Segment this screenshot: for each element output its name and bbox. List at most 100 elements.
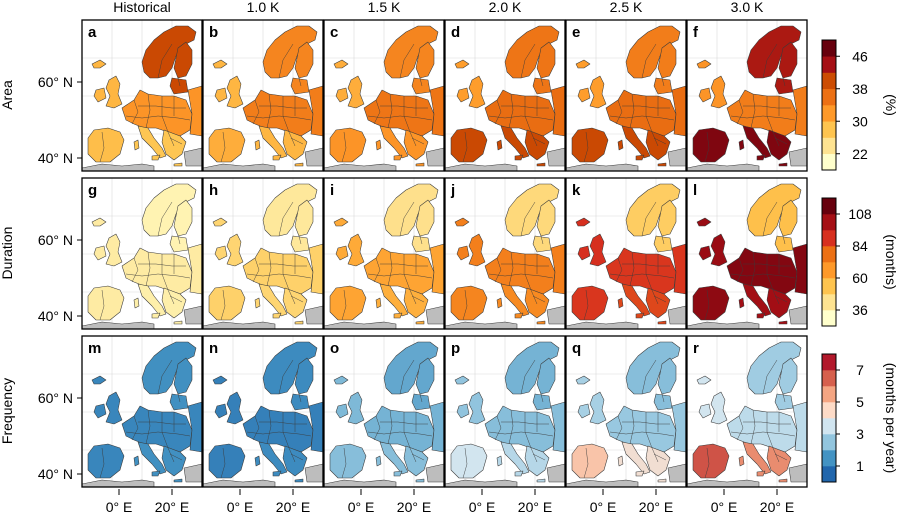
- country-border: [259, 105, 307, 109]
- region-balkans: [645, 287, 671, 319]
- lon-tick-label: 0° E: [227, 499, 254, 515]
- colorbar-unit-label: (%): [883, 94, 899, 116]
- country-border: [167, 131, 175, 147]
- panel-label: a: [88, 24, 97, 41]
- region-baltic: [169, 393, 189, 411]
- country-border: [169, 453, 183, 461]
- region-africa: [687, 479, 760, 487]
- lat-tick-label: 60° N: [38, 74, 73, 90]
- region-baltic: [290, 393, 310, 411]
- region-turkey: [425, 463, 444, 483]
- panel-frame: [686, 19, 808, 172]
- region-italy: [258, 441, 288, 475]
- country-border: [157, 43, 173, 79]
- country-border: [609, 273, 675, 279]
- country-border: [540, 77, 544, 87]
- region-italy: [621, 441, 651, 475]
- region-east: [187, 401, 202, 453]
- region-balkans: [403, 445, 429, 477]
- map-panel-f: f: [686, 19, 808, 172]
- region-iberia: [571, 285, 609, 321]
- region-ireland: [456, 87, 470, 103]
- country-border: [399, 43, 415, 79]
- country-border: [772, 131, 780, 147]
- column-header: 1.0 K: [247, 0, 280, 15]
- country-border: [462, 447, 468, 479]
- country-border: [99, 289, 105, 321]
- region-uk: [347, 391, 365, 425]
- region-sardinia: [496, 297, 503, 309]
- region-sicily: [635, 470, 645, 477]
- region-ireland: [214, 245, 228, 261]
- country-border: [750, 251, 756, 287]
- country-border: [462, 131, 468, 163]
- country-border: [145, 409, 151, 445]
- country-border: [220, 447, 226, 479]
- country-border: [380, 105, 428, 109]
- region-iceland: [212, 375, 228, 385]
- lat-tick-label: 60° N: [38, 390, 73, 406]
- country-border: [641, 43, 657, 79]
- colorbar-area: 46 38 30 22 (%): [821, 39, 899, 171]
- country-border: [246, 273, 312, 279]
- region-sicily: [272, 154, 282, 161]
- panel-label: g: [88, 182, 97, 199]
- region-africa: [445, 163, 518, 171]
- region-balkans: [161, 129, 187, 161]
- country-border: [367, 115, 433, 121]
- region-iberia: [692, 443, 730, 479]
- colorbar-tick-label: 3: [856, 426, 864, 442]
- colorbar-swatch: [822, 278, 836, 295]
- region-crete: [294, 320, 304, 325]
- country-border: [99, 131, 105, 163]
- region-africa: [203, 163, 276, 171]
- country-border: [380, 421, 428, 425]
- region-turkey: [546, 305, 565, 325]
- colorbar-tick-label: 84: [852, 238, 868, 254]
- colorbar-swatch: [822, 450, 836, 467]
- country-border: [532, 295, 546, 303]
- map-panel-p: p: [444, 335, 566, 488]
- panel-label: n: [209, 340, 218, 357]
- region-sicily: [514, 312, 524, 319]
- region-finland: [294, 41, 314, 79]
- panel-label: r: [693, 340, 699, 357]
- country-border: [288, 447, 296, 463]
- country-border: [157, 359, 173, 395]
- region-sicily: [272, 470, 282, 477]
- region-africa: [566, 163, 639, 171]
- colorbar-swatch: [822, 137, 836, 155]
- region-crete: [657, 478, 667, 483]
- panel-label: m: [88, 340, 101, 357]
- region-iberia: [87, 285, 125, 321]
- region-scandinavia: [504, 183, 560, 237]
- country-border: [488, 273, 554, 279]
- region-finland: [294, 357, 314, 395]
- region-ireland: [93, 245, 107, 261]
- region-finland: [778, 199, 798, 237]
- country-border: [530, 131, 538, 147]
- region-crete: [536, 162, 546, 167]
- country-border: [246, 115, 312, 121]
- region-africa: [445, 321, 518, 329]
- region-iberia: [87, 127, 125, 163]
- country-border: [774, 137, 788, 145]
- region-crete: [657, 162, 667, 167]
- region-balkans: [282, 129, 308, 161]
- region-scandinavia: [262, 183, 318, 237]
- region-iceland: [696, 217, 712, 227]
- colorbar-tick-label: 1: [856, 458, 864, 474]
- panel-label: c: [330, 24, 338, 41]
- region-ireland: [698, 87, 712, 103]
- region-italy: [379, 125, 409, 159]
- region-sardinia: [617, 455, 624, 467]
- region-iberia: [329, 443, 367, 479]
- region-africa: [82, 479, 155, 487]
- country-border: [409, 289, 417, 305]
- country-border: [651, 289, 659, 305]
- region-iceland: [696, 375, 712, 385]
- country-border: [622, 105, 670, 109]
- country-border: [508, 93, 514, 129]
- country-border: [774, 453, 788, 461]
- country-border: [387, 93, 393, 129]
